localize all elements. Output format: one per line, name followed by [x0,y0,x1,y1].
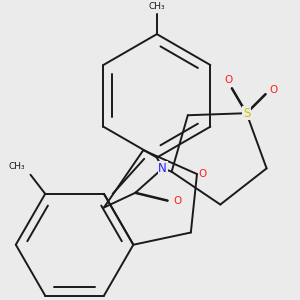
Text: O: O [174,196,182,206]
Text: O: O [199,169,207,179]
Text: O: O [225,75,233,85]
Text: S: S [243,107,250,120]
Text: O: O [270,85,278,95]
Text: CH₃: CH₃ [9,162,26,171]
Text: N: N [158,162,167,175]
Text: CH₃: CH₃ [148,2,165,11]
